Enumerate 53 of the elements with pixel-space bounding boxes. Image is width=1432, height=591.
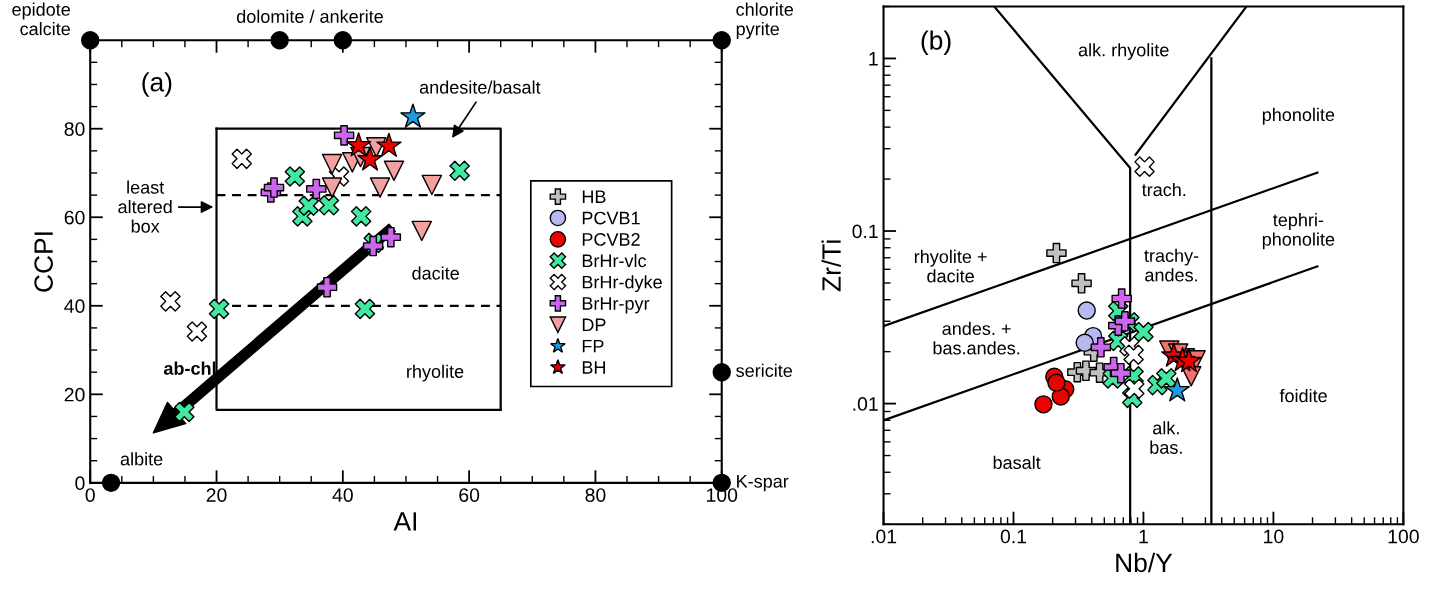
annotation: foidite: [1279, 388, 1327, 403]
x-axis-title: Nb/Y: [1116, 552, 1173, 573]
text: dolomite / ankerite: [236, 9, 383, 23]
text: (a): [142, 72, 172, 97]
annotation: trachy- andes.: [1144, 248, 1199, 282]
y-tick-label: .01: [853, 397, 878, 411]
x-tick-label: 10: [1264, 529, 1284, 544]
annotation: andes. + bas.andes.: [933, 321, 1020, 355]
annotation: dacite: [412, 266, 459, 280]
annotation: epidote calcite: [12, 2, 70, 36]
x-tick-label: 40: [332, 488, 353, 502]
legend-label: BrHr-pyr: [582, 297, 650, 314]
legend-label: FP: [582, 339, 604, 353]
annotation: tephri- phonolite: [1262, 213, 1335, 250]
annotation: least altered box: [118, 180, 172, 233]
legend-label: DP: [582, 318, 606, 332]
x-tick-label: .01: [871, 529, 897, 544]
y-tick-label: 20: [64, 387, 85, 402]
y-tick-label: 60: [64, 210, 85, 225]
legend-label: BH: [582, 361, 605, 374]
y-tick-label: 80: [64, 122, 85, 136]
annotation: alk. rhyolite: [1078, 43, 1169, 60]
x-tick-label: 80: [585, 488, 606, 502]
legend-label: PCVB2: [582, 233, 640, 246]
legend-label: BrHr-vlc: [582, 253, 647, 268]
annotation: basalt: [993, 455, 1041, 470]
y-axis-title: CCPI: [34, 232, 53, 292]
x-tick-label: 0.1: [1000, 529, 1027, 544]
legend-label: PCVB1: [582, 211, 640, 225]
y-tick-label: 1: [869, 52, 878, 66]
x-tick-label: 1: [1139, 529, 1148, 544]
annotation: albite: [120, 452, 163, 466]
annotation: sericite: [736, 363, 793, 378]
y-tick-label: 40: [64, 299, 85, 314]
annotation: alk. bas.: [1150, 421, 1182, 454]
annotation: andesite/basalt: [419, 80, 541, 94]
text: (b): [921, 30, 951, 56]
x-tick-label: 20: [206, 488, 227, 502]
legend-label: HB: [582, 190, 606, 203]
x-tick-label: 60: [459, 488, 480, 502]
annotation: chlorite pyrite: [736, 2, 794, 39]
annotation: phonolite: [1262, 107, 1335, 125]
x-axis-title: AI: [393, 512, 416, 531]
y-tick-label: 0: [75, 476, 85, 491]
annotation: trach.: [1141, 182, 1186, 197]
y-axis-title: Zr/Ti: [821, 240, 841, 292]
annotation: rhyolite + dacite: [914, 249, 987, 283]
x-tick-label: 0: [85, 488, 95, 502]
legend-label: BrHr-dyke: [582, 275, 662, 293]
annotation: K-spar: [737, 475, 789, 492]
annotation: rhyolite: [407, 364, 464, 382]
y-tick-label: 0.1: [852, 224, 878, 239]
x-tick-label: 100: [1388, 529, 1419, 544]
